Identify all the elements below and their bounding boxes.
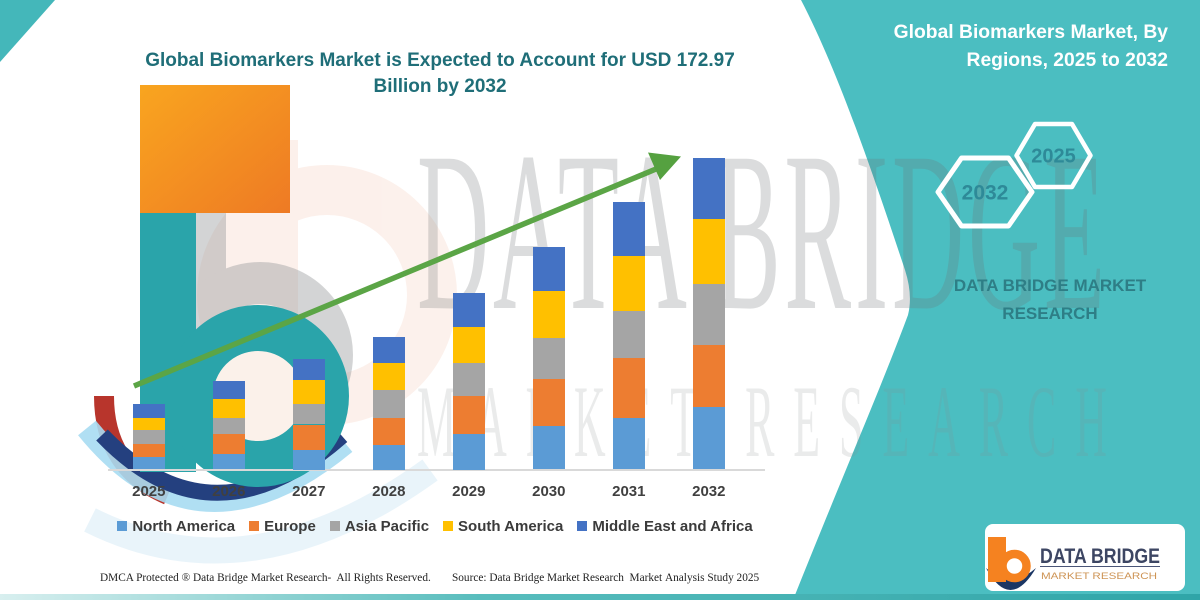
svg-text:2025: 2025 [1031,146,1076,168]
svg-text:MARKET RESEARCH: MARKET RESEARCH [417,366,1107,479]
svg-text:2032: 2032 [962,182,1009,205]
svg-text:MARKET RESEARCH: MARKET RESEARCH [1041,571,1157,581]
svg-text:DATA BRIDGE: DATA BRIDGE [417,106,1105,359]
svg-text:DATA BRIDGE: DATA BRIDGE [1040,545,1160,568]
